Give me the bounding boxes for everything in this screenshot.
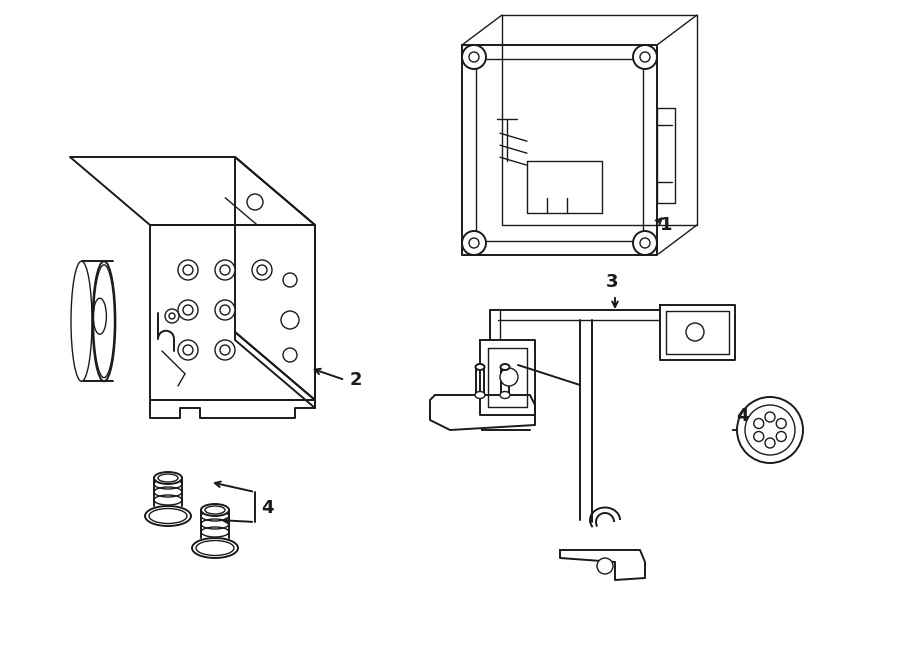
Circle shape	[183, 265, 193, 275]
Polygon shape	[660, 305, 735, 360]
Circle shape	[686, 323, 704, 341]
Polygon shape	[502, 15, 697, 225]
Text: 1: 1	[660, 216, 672, 234]
Ellipse shape	[154, 472, 182, 484]
Circle shape	[252, 260, 272, 280]
Circle shape	[597, 558, 613, 574]
Circle shape	[281, 311, 299, 329]
Text: 2: 2	[350, 371, 363, 389]
Polygon shape	[235, 157, 315, 400]
Circle shape	[178, 300, 198, 320]
Text: 4: 4	[736, 407, 749, 425]
Ellipse shape	[500, 391, 510, 399]
Polygon shape	[462, 45, 657, 255]
Polygon shape	[70, 157, 315, 225]
Circle shape	[737, 397, 803, 463]
Circle shape	[765, 438, 775, 448]
Circle shape	[633, 231, 657, 255]
Polygon shape	[150, 225, 315, 400]
Ellipse shape	[475, 364, 484, 370]
Polygon shape	[430, 395, 535, 430]
Ellipse shape	[192, 538, 238, 558]
Circle shape	[220, 265, 230, 275]
Circle shape	[183, 345, 193, 355]
Circle shape	[633, 45, 657, 69]
Circle shape	[462, 231, 486, 255]
Circle shape	[777, 418, 787, 428]
Polygon shape	[560, 550, 645, 580]
Ellipse shape	[145, 506, 191, 526]
Text: 4: 4	[261, 499, 274, 517]
Circle shape	[777, 432, 787, 442]
Polygon shape	[480, 340, 535, 415]
Circle shape	[257, 265, 267, 275]
Circle shape	[178, 340, 198, 360]
Text: 3: 3	[606, 273, 618, 291]
Circle shape	[753, 418, 764, 428]
Polygon shape	[476, 59, 643, 241]
Circle shape	[220, 345, 230, 355]
Circle shape	[178, 260, 198, 280]
Circle shape	[283, 348, 297, 362]
Circle shape	[640, 238, 650, 248]
Circle shape	[169, 313, 175, 319]
Circle shape	[469, 238, 479, 248]
Polygon shape	[657, 108, 675, 202]
Polygon shape	[666, 311, 729, 354]
Polygon shape	[488, 348, 527, 407]
Circle shape	[165, 309, 179, 323]
Circle shape	[247, 194, 263, 210]
Ellipse shape	[93, 261, 115, 381]
Circle shape	[753, 432, 764, 442]
Circle shape	[183, 305, 193, 315]
Polygon shape	[150, 400, 315, 418]
Circle shape	[640, 52, 650, 62]
Circle shape	[215, 300, 235, 320]
Circle shape	[462, 45, 486, 69]
Ellipse shape	[201, 504, 229, 516]
Circle shape	[469, 52, 479, 62]
Polygon shape	[527, 161, 602, 212]
Circle shape	[500, 368, 518, 386]
Circle shape	[765, 412, 775, 422]
Ellipse shape	[71, 261, 92, 381]
Circle shape	[215, 340, 235, 360]
Circle shape	[220, 305, 230, 315]
Circle shape	[283, 273, 297, 287]
Polygon shape	[235, 332, 315, 408]
Circle shape	[215, 260, 235, 280]
Ellipse shape	[500, 364, 509, 370]
Ellipse shape	[475, 391, 485, 399]
